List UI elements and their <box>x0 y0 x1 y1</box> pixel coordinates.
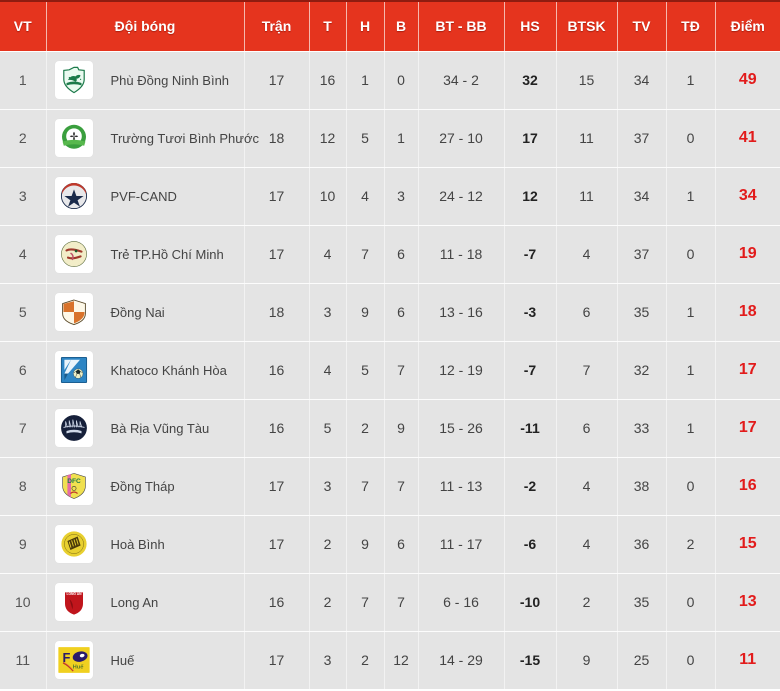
svg-text:Huế: Huế <box>72 664 84 671</box>
svg-text:DFC: DFC <box>67 478 81 485</box>
svg-text:LONG AN: LONG AN <box>66 592 82 596</box>
